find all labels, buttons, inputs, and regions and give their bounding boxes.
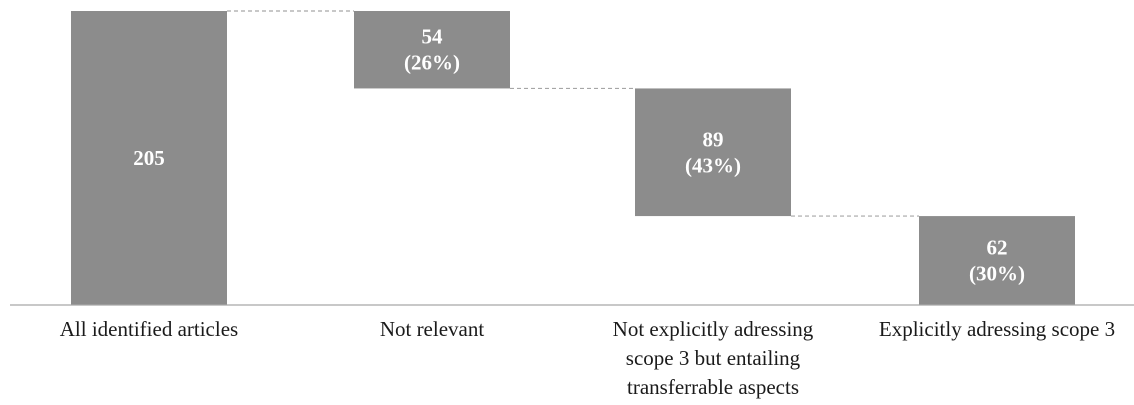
bar-2-value-label: 54 xyxy=(422,25,444,49)
bar-2-value-label-pct: (26%) xyxy=(404,51,460,75)
bar-3-value-label-pct: (43%) xyxy=(685,153,741,177)
bar-3-value-label: 89 xyxy=(703,127,724,151)
bar-4-value-label: 62 xyxy=(987,236,1008,260)
category-label-3: Not explicitly adressing scope 3 but enta… xyxy=(613,317,814,399)
bars-group xyxy=(71,11,1075,305)
category-label-1: All identified articles xyxy=(60,317,238,341)
category-label-4: Explicitly adressing scope 3 xyxy=(879,317,1115,341)
connector-lines xyxy=(227,10,919,217)
bar-4 xyxy=(919,216,1075,305)
data-labels-group: 205 54(26%) 89(43%) 62(30%) xyxy=(133,25,1025,286)
bar-1-value-label: 205 xyxy=(133,146,165,170)
category-labels-group: All identified articles Not relevant Not e… xyxy=(60,317,1115,399)
bar-2 xyxy=(354,11,510,89)
bar-1 xyxy=(71,11,227,305)
category-label-2: Not relevant xyxy=(380,317,485,341)
bar-3 xyxy=(635,88,791,217)
bar-4-value-label-pct: (30%) xyxy=(969,262,1025,286)
